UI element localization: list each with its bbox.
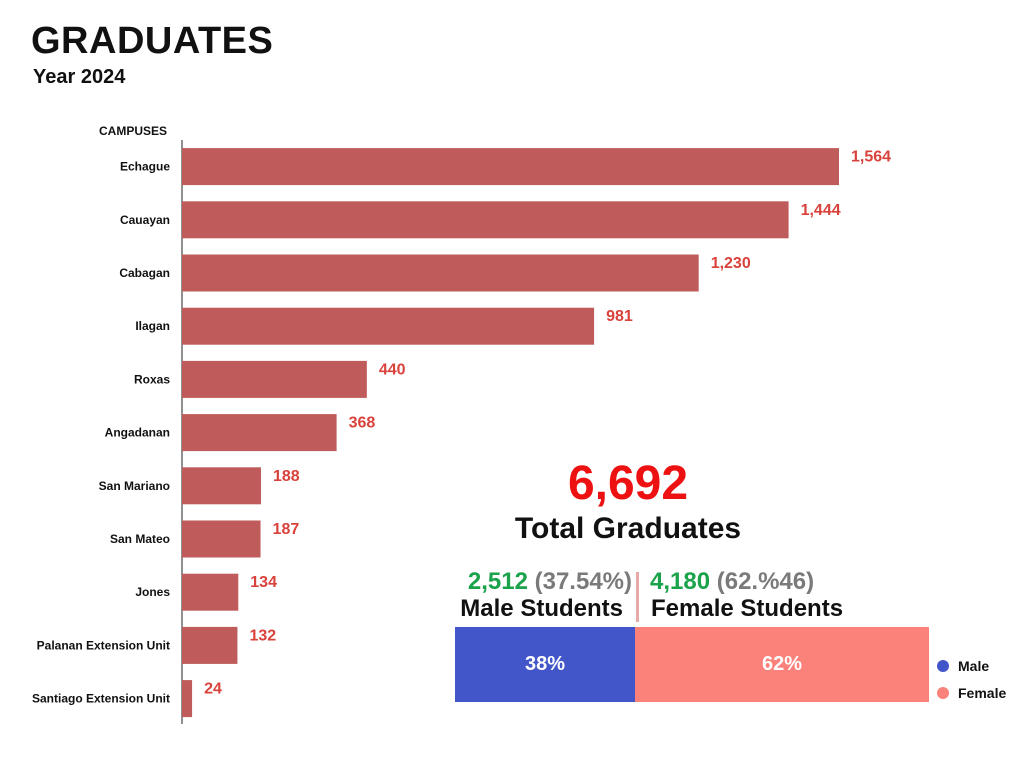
data-label: 368	[349, 415, 376, 432]
bar-palanan-extension-unit	[182, 626, 238, 664]
chart-subtitle: Year 2024	[33, 66, 126, 88]
tick-label: Jones	[135, 585, 170, 599]
tick-label: Cabagan	[119, 266, 170, 280]
data-label: 981	[606, 308, 633, 325]
chart-title: GRADUATES	[31, 20, 274, 62]
data-label: 440	[379, 361, 406, 378]
total-graduates-label: Total Graduates	[514, 512, 742, 545]
female-count: 4,180	[650, 568, 711, 595]
data-label: 134	[250, 574, 277, 591]
bar-jones	[182, 573, 239, 611]
tick-label: Palanan Extension Unit	[37, 638, 170, 652]
bar-angadanan	[182, 414, 337, 452]
data-label: 132	[249, 627, 276, 644]
data-label: 187	[273, 521, 300, 538]
bar-cauayan	[182, 201, 789, 239]
male-segment: 38%	[455, 627, 636, 702]
tick-label: Roxas	[134, 372, 170, 386]
legend-swatch-female	[937, 686, 949, 699]
data-label: 188	[273, 468, 300, 485]
female-students-label: Female Students	[651, 595, 844, 622]
data-label: 1,564	[851, 149, 891, 166]
tick-label: San Mateo	[110, 532, 170, 546]
data-label: 1,444	[801, 202, 841, 219]
tick-label: Santiago Extension Unit	[32, 692, 170, 706]
male-count: 2,512	[467, 568, 528, 595]
legend-swatch-male	[937, 659, 949, 672]
gender-divider	[636, 572, 639, 622]
tick-label: San Mariano	[99, 479, 170, 493]
legend-item-female: Female	[937, 679, 1006, 706]
tick-label: Echague	[120, 160, 170, 174]
male-students-label: Male Students	[460, 595, 623, 622]
tick-label: Angadanan	[105, 426, 170, 440]
legend-label-female: Female	[958, 684, 1007, 701]
male-stat: 2,512 (37.54%)	[468, 568, 632, 596]
bar-san-mateo	[182, 520, 261, 558]
tick-label: Cauayan	[120, 213, 170, 227]
bar-echague	[182, 148, 839, 186]
total-graduates-value: 6,692	[567, 457, 689, 510]
female-stat: 4,180 (62.%46)	[650, 568, 814, 596]
bar-roxas	[182, 360, 367, 398]
legend-item-male: Male	[937, 652, 1006, 679]
bar-cabagan	[182, 254, 699, 292]
female-segment: 62%	[635, 627, 929, 702]
gender-legend: Male Female	[937, 652, 1006, 706]
category-axis-header: CAMPUSES	[98, 124, 167, 138]
data-label: 1,230	[711, 255, 751, 272]
data-label: 24	[204, 681, 222, 698]
legend-label-male: Male	[958, 657, 990, 674]
bar-ilagan	[182, 307, 595, 345]
gender-split-bar: 38% 62%	[455, 627, 929, 702]
bar-san-mariano	[182, 467, 261, 505]
female-percent: (62.%46)	[716, 568, 815, 595]
male-percent: (37.54%)	[534, 568, 632, 595]
tick-label: Ilagan	[135, 319, 170, 333]
bar-santiago-extension-unit	[182, 680, 193, 718]
